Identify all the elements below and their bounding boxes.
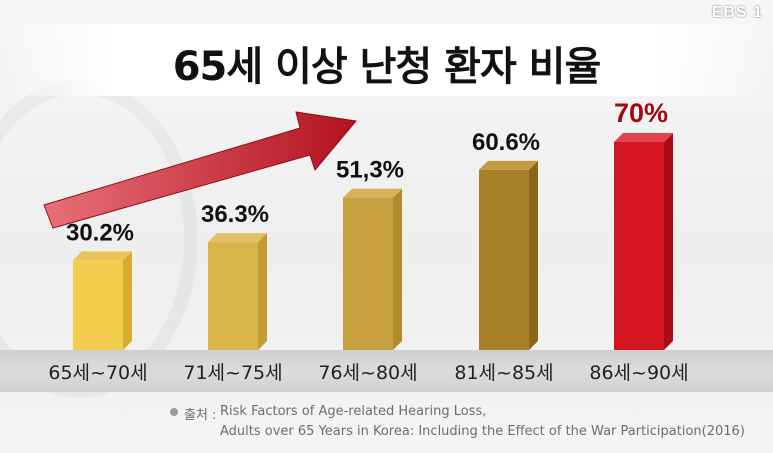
bar-5 <box>614 133 673 350</box>
source-line-2: Adults over 65 Years in Korea: Including… <box>220 424 745 439</box>
category-label-2: 71세~75세 <box>183 362 282 384</box>
bar-4 <box>479 160 538 350</box>
category-ticks-group: 65세~70세 71세~75세 76세~80세 81세~85세 86세~90세 <box>48 362 688 384</box>
value-label-5: 70% <box>614 98 668 128</box>
value-labels-group: 30.2% 36.3% 51,3% 60.6% 70% <box>66 98 668 246</box>
trend-arrow <box>43 111 357 229</box>
category-label-1: 65세~70세 <box>48 362 147 384</box>
value-label-2: 36.3% <box>201 201 269 228</box>
category-axis-band <box>0 350 773 392</box>
bar-3 <box>343 188 402 350</box>
value-label-1: 30.2% <box>66 219 134 246</box>
value-label-4: 60.6% <box>472 129 540 156</box>
source-label: 출처 : <box>184 408 217 423</box>
bar-2 <box>208 233 267 350</box>
category-label-4: 81세~85세 <box>454 362 553 384</box>
source-line-1: Risk Factors of Age-related Hearing Loss… <box>220 404 487 419</box>
broadcaster-logo: EBS 1 <box>711 4 763 21</box>
source-bullet-icon <box>170 408 178 416</box>
value-label-3: 51,3% <box>336 157 404 184</box>
category-label-5: 86세~90세 <box>589 362 688 384</box>
category-label-3: 76세~80세 <box>318 362 417 384</box>
chart-title: 65세 이상 난청 환자 비율 <box>172 44 602 90</box>
bar-1 <box>73 251 132 350</box>
title-band <box>0 24 773 96</box>
bars-group <box>73 133 673 350</box>
